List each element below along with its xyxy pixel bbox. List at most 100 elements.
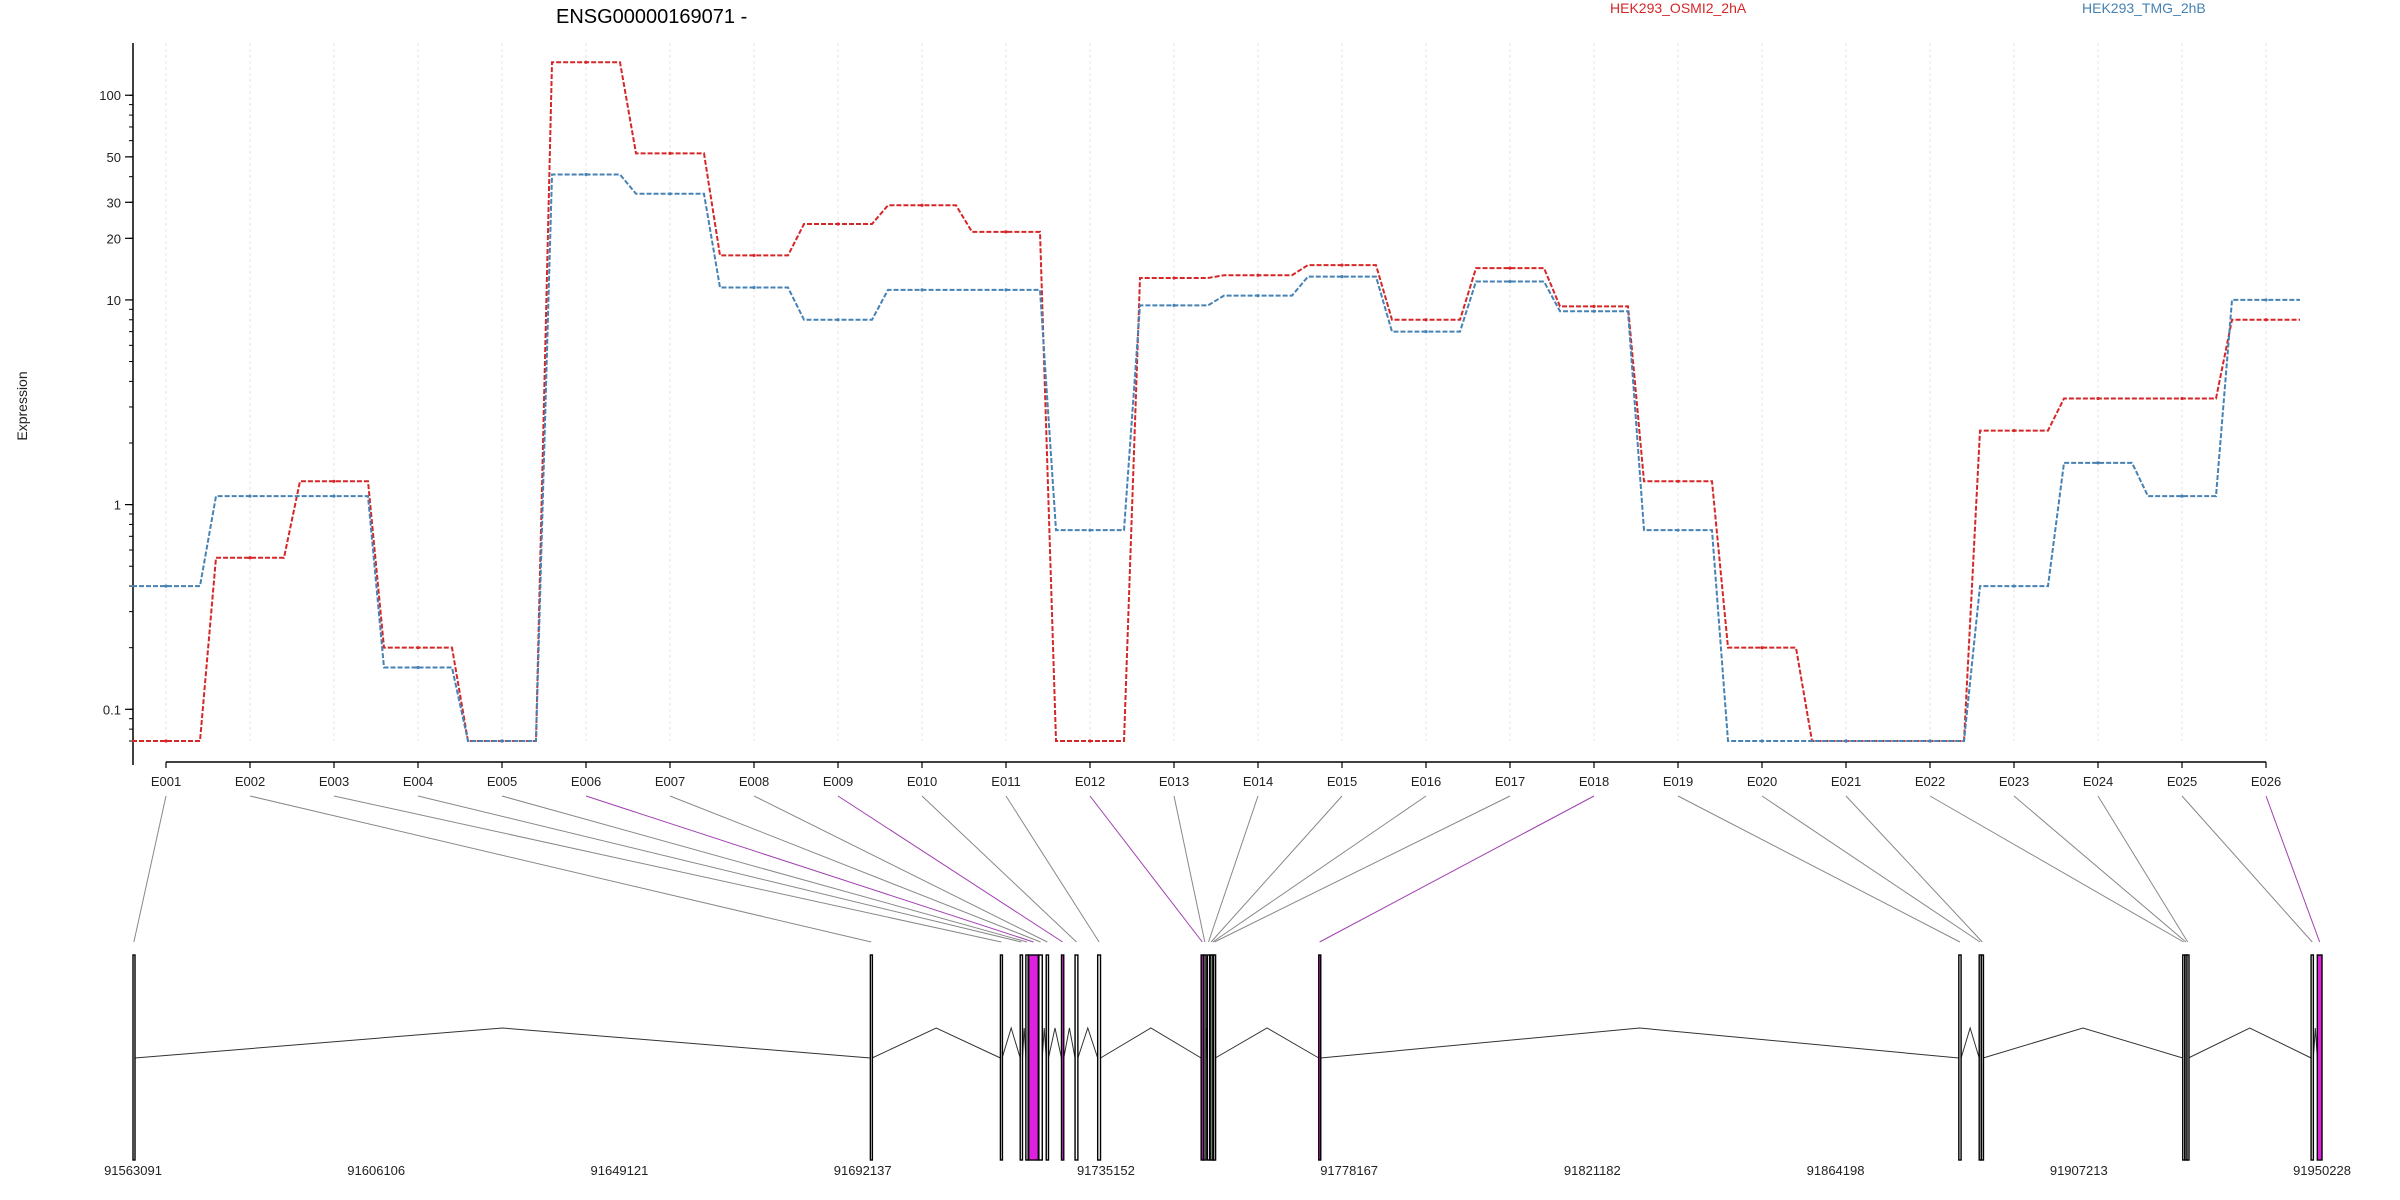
- genomic-tick-label: 91950228: [2293, 1163, 2351, 1178]
- exon-block: [1027, 954, 1040, 1161]
- exon-connector: [2013, 795, 2187, 943]
- x-tick-label: E012: [1075, 774, 1105, 789]
- exon-block: [1096, 954, 1102, 1161]
- data-point: [2180, 494, 2184, 498]
- exon-connector: [1319, 795, 1595, 943]
- grid-layer: [165, 43, 2267, 741]
- genomic-tick-label: 91563091: [104, 1163, 162, 1178]
- exon-connector: [1677, 795, 1961, 943]
- y-tick-label: 0.1: [103, 702, 121, 717]
- x-tick-label: E024: [2083, 774, 2113, 789]
- chart-title: ENSG00000169071 -: [556, 6, 747, 28]
- exon-block: [132, 954, 136, 1161]
- exon-connector: [417, 795, 1022, 943]
- genomic-tick-label: 91821182: [1564, 1163, 1621, 1178]
- exon-connector: [1005, 795, 1100, 943]
- exon-connector: [133, 795, 167, 943]
- y-tick-label: 1: [114, 498, 121, 513]
- intron-line: [1960, 1026, 1980, 1059]
- series-2: [132, 172, 2300, 743]
- exon-connector: [585, 795, 1034, 943]
- exon-block: [1019, 954, 1024, 1161]
- y-tick-label: 30: [107, 195, 121, 210]
- x-tick-label: E013: [1159, 774, 1189, 789]
- exon-connector: [1214, 795, 1511, 943]
- x-tick-label: E022: [1915, 774, 1945, 789]
- exon-connector: [2097, 795, 2189, 943]
- x-tick-label: E001: [151, 774, 181, 789]
- exon-block: [1045, 954, 1050, 1161]
- intron-line: [2188, 1027, 2312, 1059]
- series-1: [132, 60, 2300, 743]
- gene-model-layer: 91563091 91606106 91649121 91692137 91735152…: [104, 954, 2351, 1178]
- data-point: [2096, 461, 2100, 465]
- data-point: [1508, 279, 1512, 284]
- axis-layer: 0.1 1 10 20 30 50 100 E001 E002 E003 E004 E005 E006 E…: [99, 43, 2281, 789]
- exon-block: [1200, 954, 1205, 1161]
- series-line: [132, 173, 2300, 742]
- x-tick-label: E015: [1327, 774, 1357, 789]
- x-tick-label: E018: [1579, 774, 1609, 789]
- y-tick-label: 10: [107, 293, 121, 308]
- y-tick-label: 20: [107, 231, 121, 246]
- x-tick-label: E005: [487, 774, 517, 789]
- exon-block: [2186, 954, 2190, 1161]
- connector-layer: [133, 795, 2321, 943]
- exon-block: [869, 954, 874, 1161]
- exon-block: [1206, 954, 1211, 1161]
- x-tick-label: E010: [907, 774, 937, 789]
- exon-block: [1038, 954, 1043, 1161]
- y-tick-label: 50: [107, 150, 121, 165]
- exon-connector: [1761, 795, 1981, 943]
- intron-line: [134, 1027, 871, 1059]
- x-tick-label: E025: [2167, 774, 2197, 789]
- exon-connector: [249, 795, 872, 943]
- exon-block: [1212, 954, 1217, 1161]
- x-tick-label: E003: [319, 774, 349, 789]
- exon-block: [1060, 954, 1065, 1161]
- exon-block: [2316, 954, 2323, 1161]
- x-tick-label: E026: [2251, 774, 2281, 789]
- x-tick-label: E019: [1663, 774, 1693, 789]
- exon-connector: [1929, 795, 2184, 943]
- exon-connector: [1212, 795, 1427, 943]
- y-tick-label: 100: [99, 88, 121, 103]
- genomic-tick-label: 91778167: [1320, 1163, 1378, 1178]
- exon-connector: [837, 795, 1063, 943]
- exon-block: [1980, 954, 1985, 1161]
- exon-connector: [921, 795, 1077, 943]
- x-tick-label: E008: [739, 774, 769, 789]
- exon-connector: [1845, 795, 1983, 943]
- intron-line: [1001, 1026, 1021, 1059]
- data-point: [164, 739, 168, 743]
- genomic-tick-label: 91864198: [1807, 1163, 1865, 1178]
- exon-block: [1074, 954, 1079, 1161]
- exon-block: [1318, 954, 1322, 1161]
- x-tick-label: E004: [403, 774, 433, 789]
- x-tick-label: E006: [571, 774, 601, 789]
- series-line: [132, 61, 2300, 742]
- x-tick-label: E007: [655, 774, 685, 789]
- x-tick-label: E023: [1999, 774, 2029, 789]
- x-tick-label: E017: [1495, 774, 1525, 789]
- y-axis-label: Expression: [14, 371, 30, 440]
- x-tick-label: E014: [1243, 774, 1273, 789]
- exon-connector: [333, 795, 1002, 943]
- legend-label-series-1: HEK293_OSMI2_2hA: [1610, 0, 1747, 16]
- intron-line: [1215, 1027, 1320, 1059]
- intron-line: [871, 1027, 1001, 1059]
- legend-label-series-2: HEK293_TMG_2hB: [2082, 0, 2206, 16]
- exon-connector: [2265, 795, 2321, 943]
- exon-connector: [669, 795, 1041, 943]
- exon-block: [1025, 954, 1029, 1161]
- data-point: [164, 584, 168, 588]
- exon-connector: [753, 795, 1048, 943]
- intron-line: [1063, 1027, 1076, 1059]
- series-layer: [132, 60, 2300, 743]
- data-point: [248, 556, 252, 560]
- x-tick-label: E020: [1747, 774, 1777, 789]
- exon-connector: [1173, 795, 1206, 943]
- x-tick-label: E011: [991, 774, 1020, 789]
- intron-line: [1047, 1027, 1062, 1059]
